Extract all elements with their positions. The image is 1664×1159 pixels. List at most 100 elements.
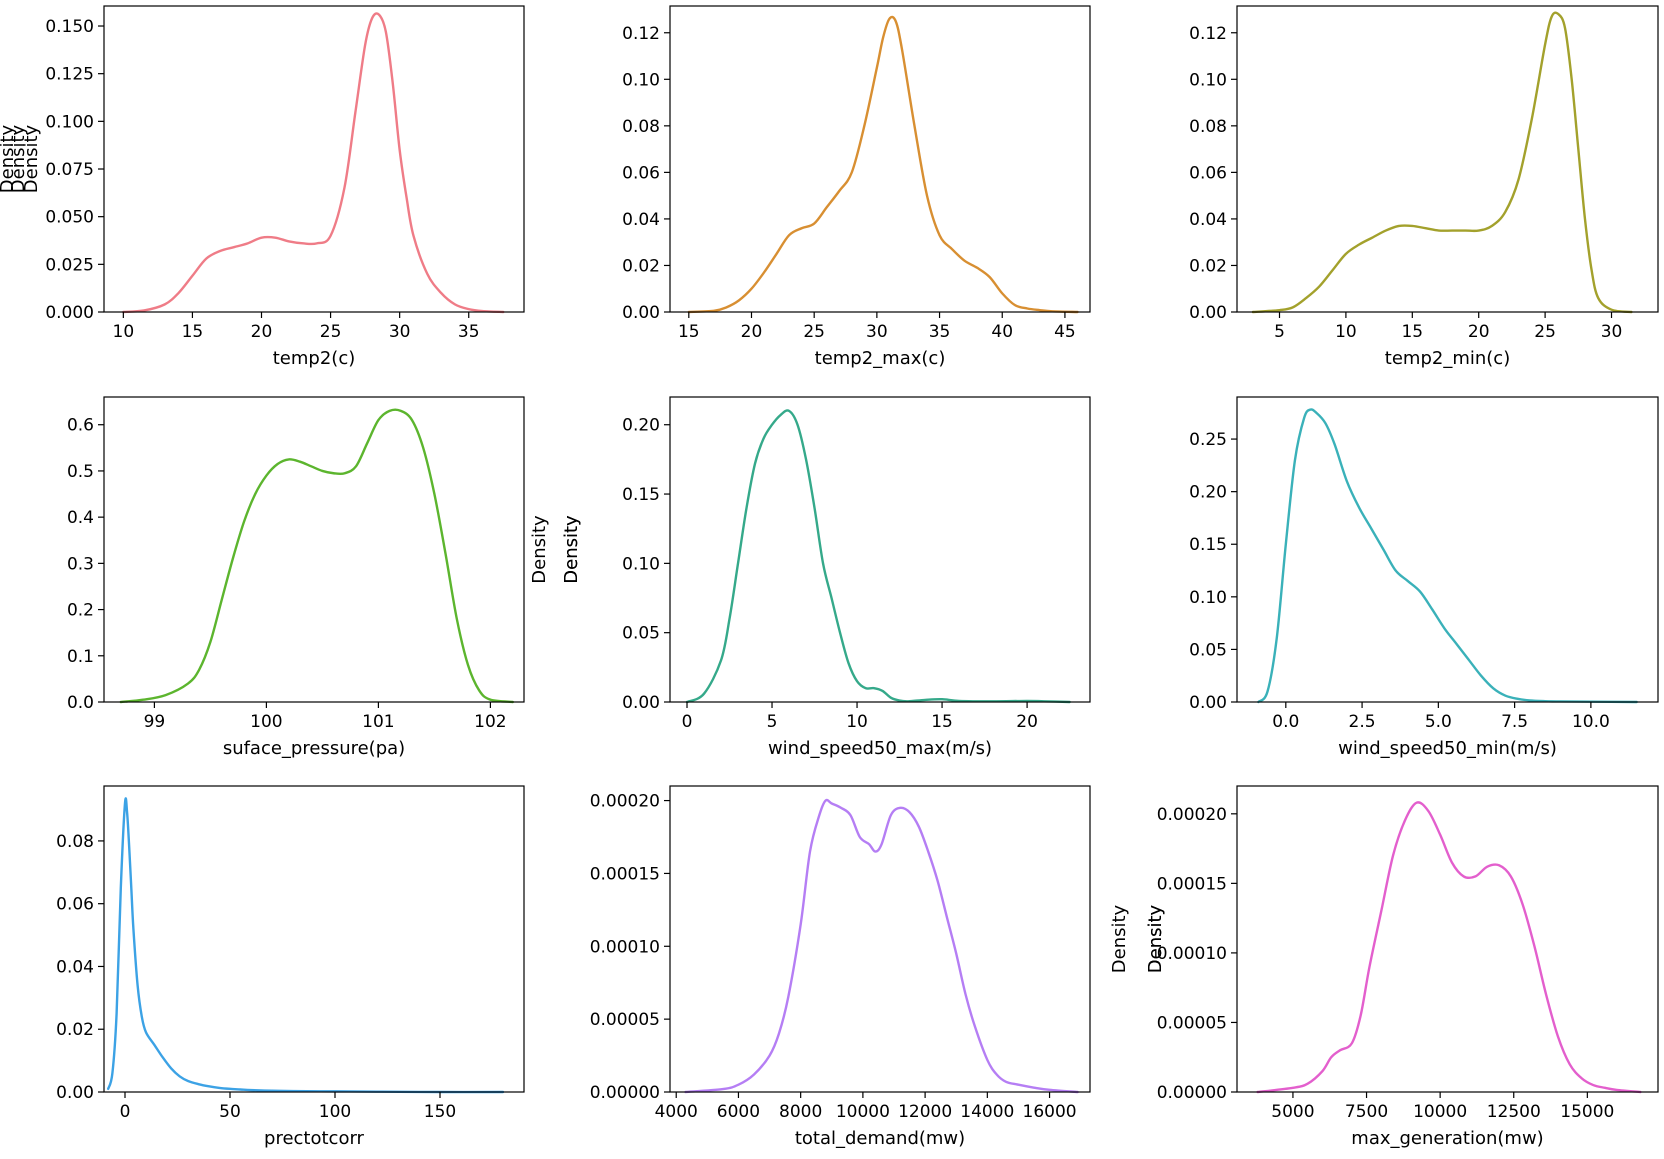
y-tick-label: 0.10	[622, 554, 660, 574]
y-tick-label: 0.125	[45, 65, 94, 85]
x-tick-label: 16000	[1023, 1102, 1077, 1122]
y-tick-label: 0.15	[1189, 535, 1227, 555]
y-tick-label: 0.02	[622, 256, 660, 276]
x-tick-label: 100	[250, 712, 282, 732]
y-tick-label: 0.00010	[1157, 944, 1227, 964]
y-axis-label: Density	[8, 124, 29, 193]
y-tick-label: 0.4	[67, 508, 94, 528]
y-tick-label: 0.00	[622, 693, 660, 713]
subplot-5: 0 5 10 15 20 0.00 0.05 0.10 0.15 0.20 wind_speed50…	[561, 396, 1091, 759]
y-axis-label: Density	[1145, 904, 1166, 973]
y-tick-label: 0.06	[1189, 163, 1227, 183]
y-tick-label: 0.6	[67, 416, 94, 436]
x-tick-label: 10000	[1413, 1102, 1467, 1122]
y-tick-label: 0.3	[67, 554, 94, 574]
y-tick-label: 0.10	[1189, 588, 1227, 608]
density-curve	[107, 797, 505, 1094]
x-axis-label: temp2_max(c)	[815, 348, 946, 369]
density-curve	[119, 408, 514, 704]
x-tick-label: 40	[991, 322, 1013, 342]
x-tick-label: 5	[767, 712, 778, 732]
x-tick-label: 20	[1016, 712, 1038, 732]
x-tick-label: 10	[846, 712, 868, 732]
y-tick-label: 0.025	[45, 255, 94, 275]
y-tick-label: 0.1	[67, 647, 94, 667]
y-tick-label: 0.04	[1189, 210, 1227, 230]
subplot-1: 10 15 20 25 30 35 0.000 0.025 0.050 0.075 0.100 0.1…	[0, 5, 525, 369]
x-tick-label: 10	[113, 322, 135, 342]
x-tick-label: 5.0	[1425, 712, 1452, 732]
y-axis-label: Density	[21, 124, 42, 193]
x-tick-label: 25	[803, 322, 825, 342]
axes-frame	[1236, 785, 1659, 1093]
x-axis-label: wind_speed50_max(m/s)	[768, 738, 992, 759]
y-tick-label: 0.08	[56, 832, 94, 852]
x-tick-label: 20	[251, 322, 273, 342]
y-tick-label: 0.00	[622, 303, 660, 323]
y-tick-label: 0.02	[56, 1020, 94, 1040]
y-tick-label: 0.00015	[590, 864, 660, 884]
density-curve	[684, 798, 1079, 1094]
x-tick-label: 12000	[898, 1102, 952, 1122]
y-tick-label: 0.15	[622, 485, 660, 505]
y-tick-label: 0.00000	[1157, 1083, 1227, 1103]
y-tick-label: 0.08	[622, 117, 660, 137]
y-tick-label: 0.000	[45, 303, 94, 323]
y-tick-label: 0.100	[45, 112, 94, 132]
density-curve	[1251, 11, 1633, 314]
subplot-6: 0.0 2.5 5.0 7.5 10.0 0.00 0.05 0.10 0.15 0.20 0.25…	[529, 396, 1659, 759]
y-tick-label: 0.10	[622, 70, 660, 90]
y-axis-label: Density	[561, 515, 582, 584]
x-tick-label: 35	[929, 322, 951, 342]
y-tick-label: 0.00015	[1157, 874, 1227, 894]
y-tick-label: 0.00	[1189, 693, 1227, 713]
y-tick-label: 0.02	[1189, 256, 1227, 276]
subplot-4: 99 100 101 102 0.0 0.1 0.2 0.3 0.4 0.5 0.6 suface_p…	[67, 396, 582, 759]
x-tick-label: 15	[678, 322, 700, 342]
y-tick-label: 0.06	[56, 895, 94, 915]
x-tick-label: 25	[1534, 322, 1556, 342]
axes-frame	[1236, 5, 1659, 313]
axes-frame	[669, 396, 1091, 703]
y-tick-label: 0.20	[1189, 483, 1227, 503]
x-tick-label: 5000	[1271, 1102, 1314, 1122]
x-tick-label: 4000	[655, 1102, 698, 1122]
x-tick-label: 14000	[960, 1102, 1014, 1122]
y-tick-label: 0.00020	[590, 792, 660, 812]
x-tick-label: 8000	[779, 1102, 822, 1122]
axes-frame	[103, 396, 525, 703]
y-axis-label: Density	[0, 124, 18, 193]
y-tick-label: 0.2	[67, 601, 94, 621]
x-tick-label: 0	[120, 1102, 131, 1122]
y-tick-label: 0.08	[1189, 117, 1227, 137]
x-tick-label: 99	[144, 712, 166, 732]
subplot-2: 15 20 25 30 35 40 45 0.00 0.02 0.04 0.06 0.08 0.10 0.…	[21, 5, 1091, 369]
x-tick-label: 30	[866, 322, 888, 342]
x-tick-label: 12500	[1487, 1102, 1541, 1122]
x-axis-label: total_demand(mw)	[795, 1128, 965, 1149]
x-tick-label: 5	[1274, 322, 1285, 342]
x-tick-label: 2.5	[1349, 712, 1376, 732]
subplot-8: 4000 6000 8000 10000 12000 14000 16000 0.00000 0…	[590, 785, 1166, 1149]
x-tick-label: 101	[362, 712, 394, 732]
y-tick-label: 0.00005	[590, 1010, 660, 1030]
x-axis-label: max_generation(mw)	[1351, 1128, 1543, 1149]
y-tick-label: 0.12	[1189, 24, 1227, 44]
x-tick-label: 15	[931, 712, 953, 732]
x-tick-label: 10.0	[1572, 712, 1610, 732]
y-tick-label: 0.075	[45, 160, 94, 180]
x-tick-label: 0	[682, 712, 693, 732]
x-tick-label: 150	[424, 1102, 456, 1122]
x-axis-label: temp2_min(c)	[1385, 348, 1510, 369]
y-tick-label: 0.00005	[1157, 1013, 1227, 1033]
x-axis-label: suface_pressure(pa)	[223, 738, 405, 759]
density-curve	[1256, 801, 1642, 1094]
x-tick-label: 15	[182, 322, 204, 342]
x-axis-label: wind_speed50_min(m/s)	[1338, 738, 1557, 759]
x-tick-label: 30	[1601, 322, 1623, 342]
axes-frame	[669, 785, 1091, 1093]
axes-frame	[1236, 396, 1659, 703]
density-curve	[685, 409, 1071, 704]
y-axis-label: Density	[1109, 904, 1130, 973]
x-tick-label: 50	[219, 1102, 241, 1122]
